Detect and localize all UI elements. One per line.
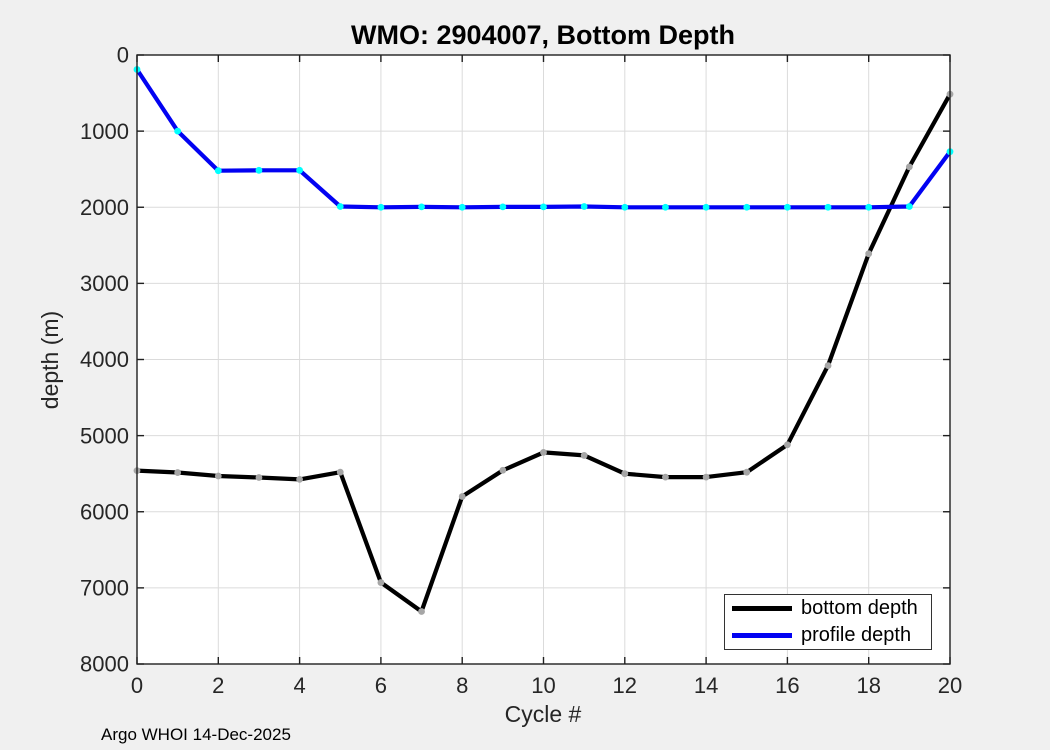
- data-series: [133, 66, 954, 615]
- bottom-depth-marker: [214, 472, 222, 480]
- y-tick-label: 1000: [80, 119, 129, 144]
- x-tick-label: 18: [856, 673, 880, 698]
- profile-depth-marker: [540, 203, 547, 211]
- bottom-depth-marker: [865, 250, 873, 258]
- y-tick-label: 0: [117, 43, 129, 68]
- profile-depth-marker: [174, 127, 182, 135]
- x-tick-label: 14: [694, 673, 718, 698]
- bottom-depth-marker: [580, 452, 588, 459]
- y-tick-label: 6000: [80, 499, 129, 524]
- profile-depth-marker: [865, 203, 873, 211]
- x-tick-label: 6: [375, 673, 387, 698]
- x-tick-label: 10: [531, 673, 555, 698]
- bottom-depth-line-swatch: [732, 606, 792, 611]
- profile-depth-marker: [743, 203, 751, 211]
- profile-depth-marker: [458, 203, 466, 211]
- legend-label: bottom depth: [801, 597, 918, 619]
- y-tick-label: 3000: [80, 271, 129, 296]
- x-tick-label: 20: [938, 673, 962, 698]
- legend-item-bottom-depth: bottom depth: [725, 597, 931, 620]
- footnote: Argo WHOI 14-Dec-2025: [101, 725, 291, 744]
- bottom-depth-marker: [255, 474, 263, 481]
- bottom-depth-marker: [499, 466, 507, 474]
- bottom-depth-marker: [784, 441, 791, 449]
- x-tick-label: 4: [293, 673, 305, 698]
- bottom-depth-marker: [621, 470, 629, 478]
- bottom-depth-marker: [662, 473, 669, 481]
- y-tick-label: 7000: [80, 576, 129, 601]
- profile-depth-marker: [662, 203, 669, 211]
- profile-depth-marker: [377, 203, 385, 211]
- profile-depth-marker: [336, 203, 344, 210]
- y-tick-label: 5000: [80, 423, 129, 448]
- x-tick-label: 0: [131, 673, 143, 698]
- bottom-depth-marker: [743, 468, 751, 476]
- y-axis-label: depth (m): [37, 311, 63, 409]
- y-tick-label: 8000: [80, 652, 129, 677]
- profile-depth-line-swatch: [732, 633, 792, 638]
- profile-depth-marker: [702, 203, 710, 211]
- bottom-depth-marker: [458, 493, 466, 500]
- bottom-depth-marker: [296, 475, 303, 483]
- axis-ticks: [136, 54, 951, 665]
- x-tick-label: 2: [212, 673, 224, 698]
- bottom-depth-marker: [540, 448, 547, 456]
- legend-label: profile depth: [801, 624, 912, 646]
- x-tick-label: 16: [775, 673, 799, 698]
- chart-title: WMO: 2904007, Bottom Depth: [351, 20, 735, 50]
- bottom-depth-marker: [905, 163, 913, 171]
- profile-depth-marker: [214, 167, 222, 175]
- profile-depth-marker: [418, 203, 425, 211]
- x-axis-label: Cycle #: [505, 701, 582, 727]
- profile-depth-marker: [296, 166, 303, 174]
- profile-depth-marker: [499, 203, 507, 211]
- x-tick-label: 12: [613, 673, 637, 698]
- y-tick-label: 4000: [80, 347, 129, 372]
- profile-depth-marker: [580, 203, 588, 210]
- profile-depth-marker: [255, 166, 263, 174]
- bottom-depth-marker: [702, 473, 710, 481]
- bottom-depth-marker: [174, 469, 182, 476]
- axis-tick-labels: 0 2 4 6 8 10 12 14 16 18 20 0 1000 2000 3000 4000 5000 60…: [80, 43, 962, 698]
- bottom-depth-marker: [824, 362, 832, 369]
- bottom-depth-marker: [377, 579, 385, 586]
- profile-depth-marker: [784, 203, 791, 211]
- profile-depth-marker: [621, 203, 629, 211]
- profile-depth-marker: [905, 203, 913, 210]
- legend-item-profile-depth: profile depth: [725, 624, 931, 647]
- bottom-depth-marker: [336, 468, 344, 476]
- legend: bottom depth profile depth: [724, 594, 932, 650]
- profile-depth-marker: [824, 203, 832, 211]
- bottom-depth-marker: [418, 608, 425, 615]
- x-tick-label: 8: [456, 673, 468, 698]
- y-tick-label: 2000: [80, 195, 129, 220]
